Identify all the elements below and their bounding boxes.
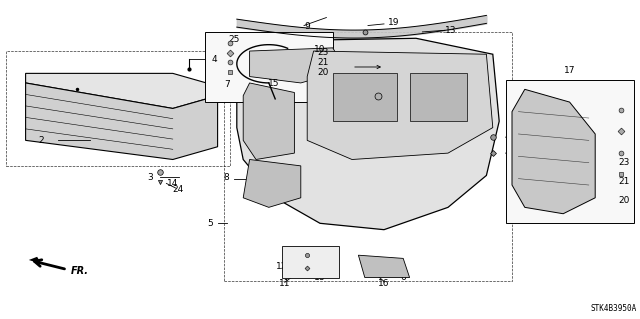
Text: 14: 14	[167, 179, 179, 188]
Text: 6: 6	[401, 273, 406, 282]
Polygon shape	[26, 83, 218, 160]
Text: 7: 7	[225, 80, 230, 89]
Text: 5: 5	[207, 219, 212, 228]
Text: 23: 23	[618, 158, 630, 167]
Polygon shape	[512, 89, 595, 214]
Text: 23: 23	[317, 48, 329, 57]
Polygon shape	[250, 48, 346, 83]
Bar	[282, 246, 339, 278]
Text: 10: 10	[532, 139, 543, 148]
Polygon shape	[243, 160, 301, 207]
Text: 21: 21	[317, 58, 329, 67]
Text: 17: 17	[564, 66, 575, 75]
Text: 10: 10	[314, 45, 326, 54]
Text: 15: 15	[268, 79, 280, 88]
Text: 11: 11	[279, 279, 291, 288]
Text: 9: 9	[305, 22, 310, 31]
Polygon shape	[29, 257, 42, 264]
Text: 25: 25	[554, 104, 566, 113]
Text: 8: 8	[223, 173, 228, 182]
Text: 12: 12	[276, 262, 287, 271]
Polygon shape	[243, 83, 294, 160]
Bar	[410, 73, 467, 121]
Text: 13: 13	[445, 26, 457, 35]
Bar	[333, 73, 397, 121]
Text: STK4B3950A: STK4B3950A	[591, 304, 637, 313]
Polygon shape	[358, 255, 410, 278]
Text: 4: 4	[212, 55, 217, 63]
Text: 25: 25	[228, 35, 239, 44]
Text: 20: 20	[317, 68, 329, 77]
Text: FR.: FR.	[70, 265, 88, 276]
Text: 18: 18	[314, 273, 326, 282]
Text: 20: 20	[618, 197, 630, 205]
Text: 12: 12	[298, 265, 310, 274]
Polygon shape	[26, 73, 218, 108]
Bar	[205, 32, 333, 102]
Polygon shape	[237, 38, 499, 230]
Text: 19: 19	[388, 18, 399, 27]
Text: 2: 2	[39, 136, 44, 145]
Text: 22: 22	[519, 148, 531, 157]
Text: 3: 3	[148, 173, 153, 182]
Polygon shape	[307, 51, 493, 160]
Text: 21: 21	[618, 177, 630, 186]
Text: 19: 19	[516, 132, 527, 141]
Text: 24: 24	[172, 185, 184, 194]
Bar	[506, 80, 634, 223]
Text: 16: 16	[378, 279, 390, 288]
